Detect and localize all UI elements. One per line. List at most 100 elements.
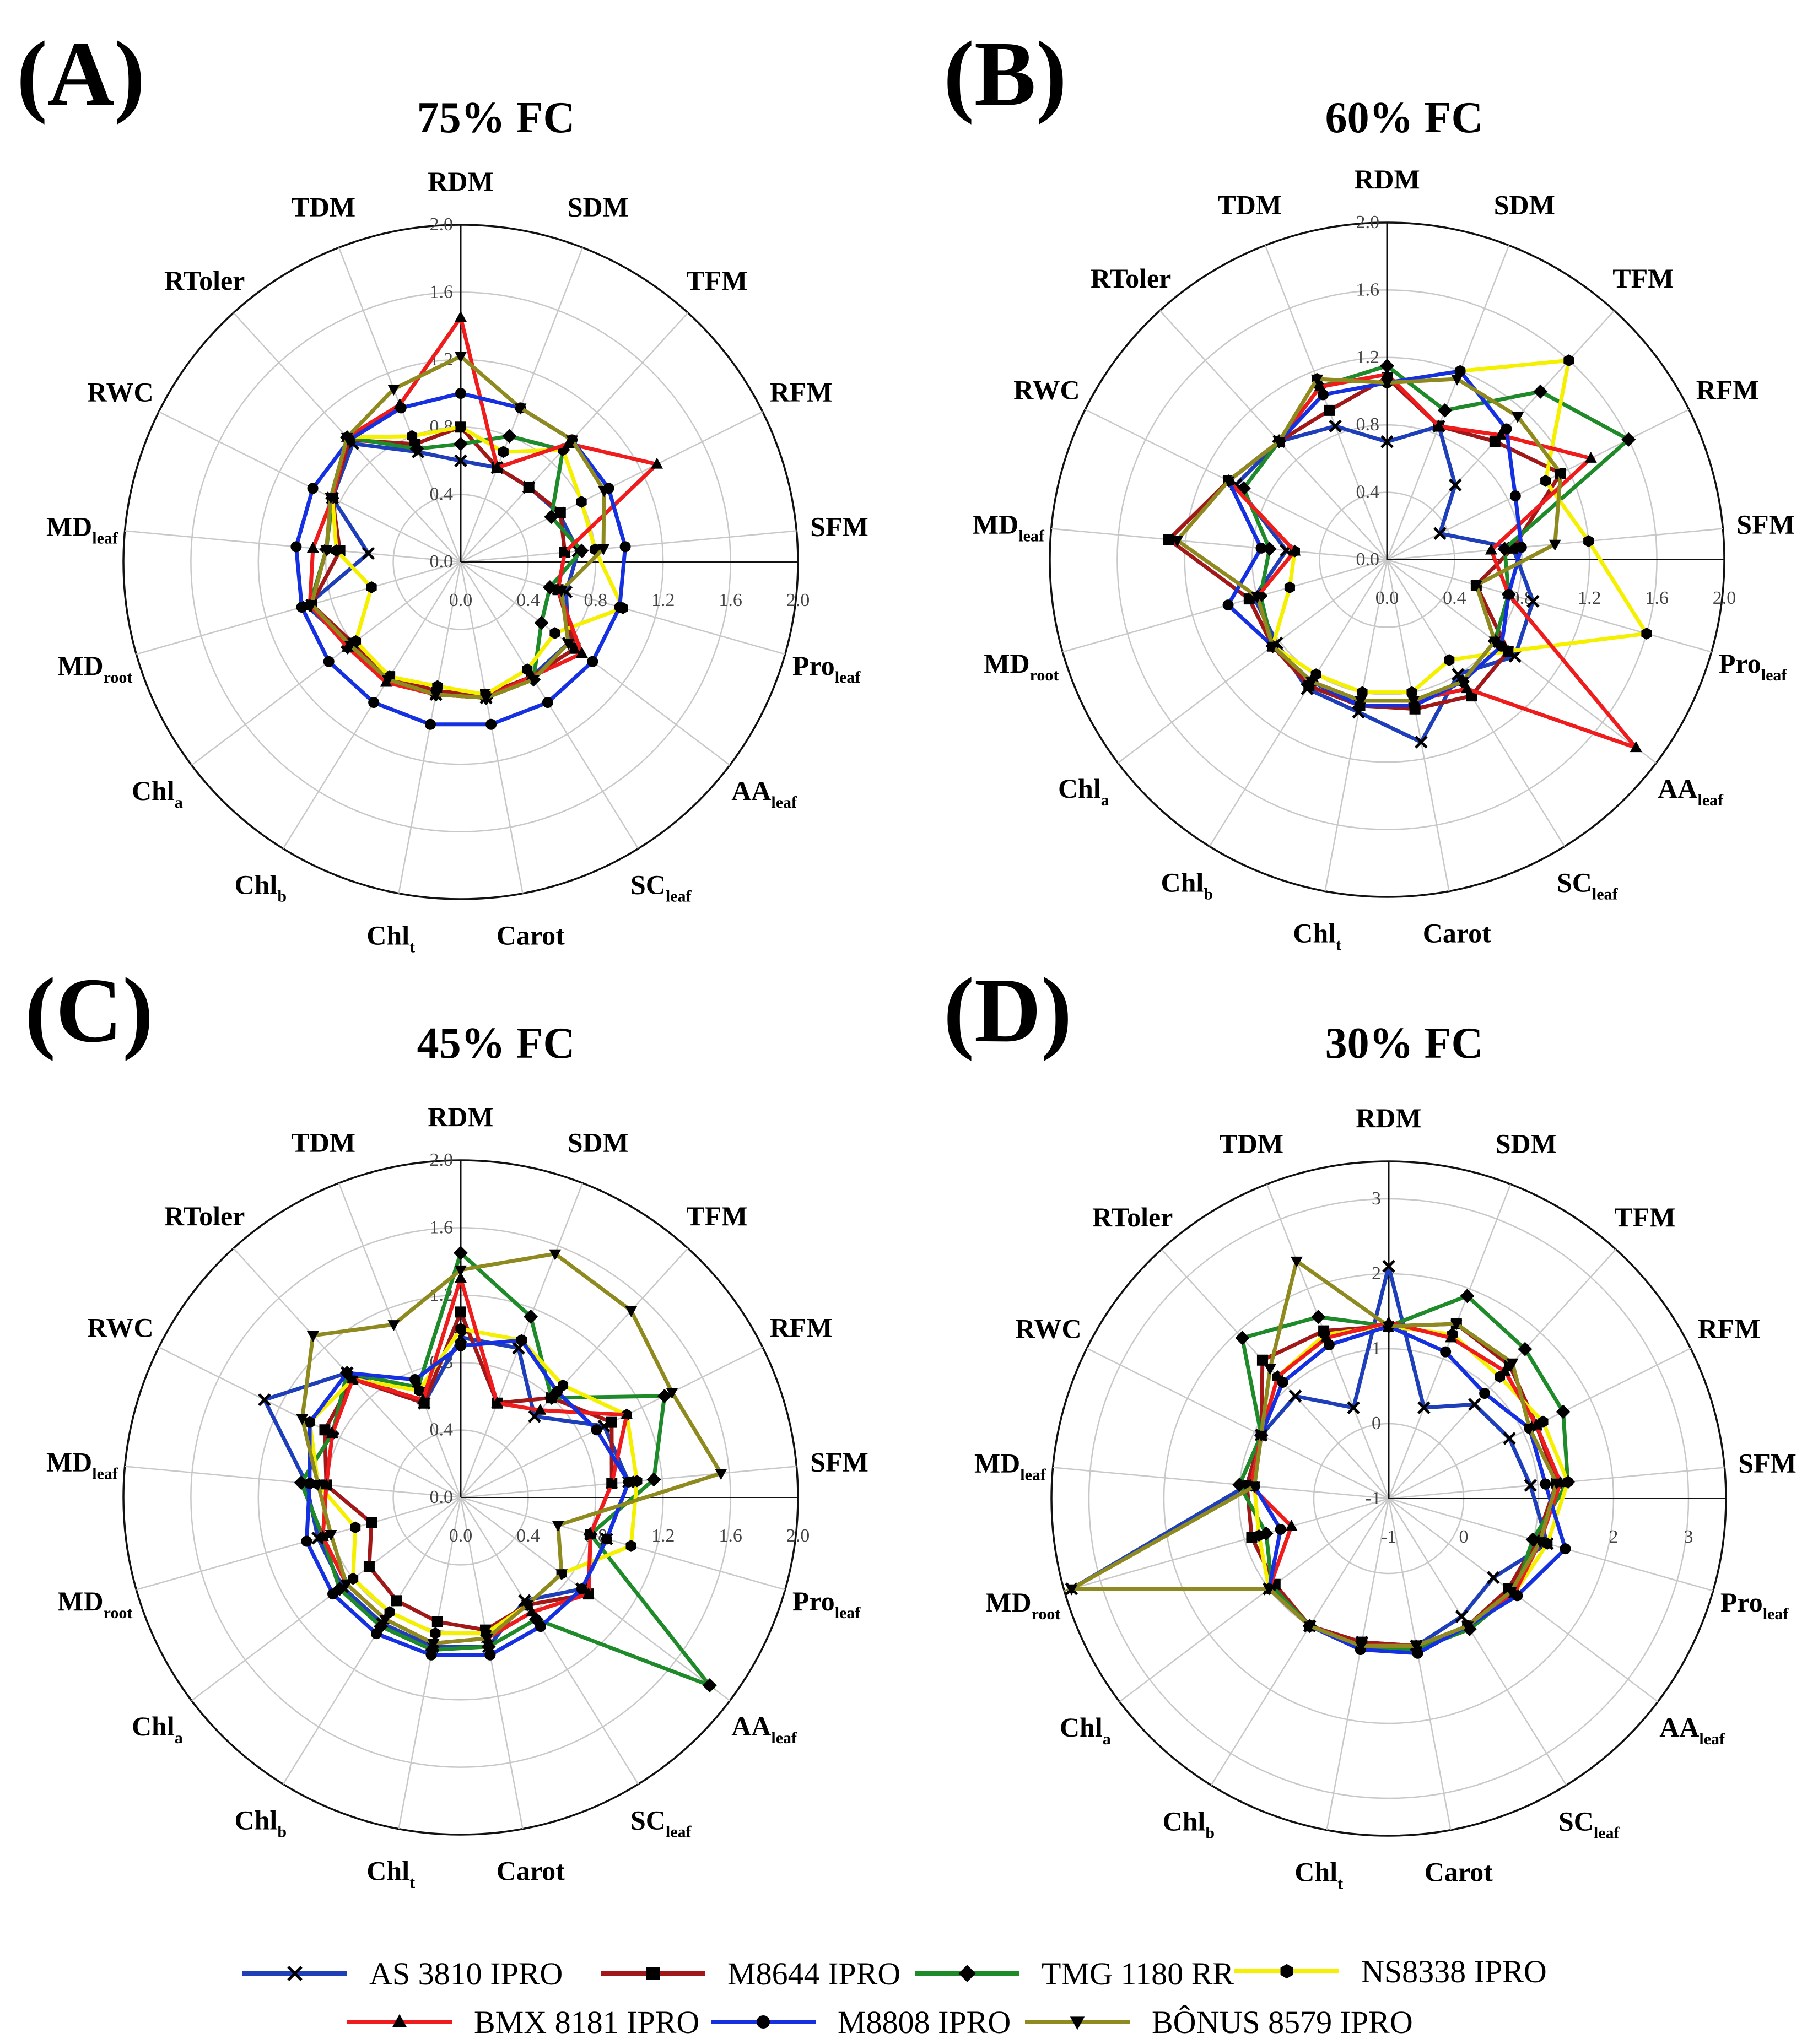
axis-label-main: SC — [630, 1805, 666, 1836]
data-point — [455, 1272, 467, 1283]
data-point — [702, 1678, 717, 1693]
data-point — [552, 1386, 563, 1397]
data-point — [555, 586, 568, 597]
data-point — [1288, 544, 1301, 556]
axis-label-main: MD — [985, 1587, 1031, 1618]
tick-label-horizontal: 0.4 — [1443, 588, 1466, 608]
legend-item: M8808 IPRO — [711, 2004, 1011, 2040]
data-point — [1468, 1398, 1481, 1411]
axis-label: SFM — [810, 1446, 868, 1477]
spoke — [125, 1466, 461, 1499]
spoke — [460, 1247, 689, 1498]
axis-label-main: RFM — [1696, 374, 1759, 405]
axis-label-sub: leaf — [1020, 1466, 1046, 1484]
axis-label-main: Chl — [235, 869, 278, 900]
axis-label: Proleaf — [792, 650, 861, 686]
data-point — [350, 1521, 361, 1534]
axis-label-sub: leaf — [1594, 1824, 1620, 1842]
data-point — [331, 544, 342, 557]
data-point — [514, 403, 527, 415]
axis-label-sub: leaf — [1018, 527, 1045, 545]
data-point — [1256, 1354, 1268, 1366]
radar-panel-2: (B) 60% FCRDMSDMTFMRFMSFMProleafAAleafSCl… — [943, 23, 1795, 954]
data-point — [1501, 423, 1512, 435]
legend-marker — [646, 1967, 660, 1980]
axis-label-sub: leaf — [92, 1464, 118, 1483]
tick-label-horizontal: 2.0 — [786, 590, 810, 610]
data-point — [1347, 1401, 1360, 1414]
data-point-b — [1288, 1389, 1302, 1403]
axis-label-main: Chl — [1294, 1856, 1337, 1887]
axis-label-main: Chl — [1058, 773, 1101, 804]
data-point-b — [1455, 1610, 1469, 1623]
axis-label-main: TFM — [1614, 1202, 1675, 1232]
axis-label: MDleaf — [46, 1446, 118, 1483]
data-point — [258, 1393, 271, 1407]
axis-label-sub: b — [1205, 1824, 1215, 1842]
axis-label: SFM — [810, 511, 868, 542]
panel-letter: (A) — [17, 23, 145, 125]
legend-item: TMG 1180 RR — [915, 1956, 1234, 1992]
data-point — [575, 646, 588, 658]
data-point — [316, 1530, 329, 1542]
data-point — [576, 1583, 587, 1594]
data-point — [1460, 1289, 1475, 1304]
axis-label-sub: root — [1032, 1605, 1061, 1623]
data-point — [1456, 677, 1469, 689]
data-point — [524, 1309, 538, 1324]
data-point — [1444, 1331, 1457, 1343]
axis-label: RFM — [1698, 1313, 1761, 1344]
data-point — [1381, 378, 1393, 390]
tick-label-vertical: 1.6 — [430, 282, 454, 302]
tick-label-horizontal: 0.4 — [516, 1526, 540, 1546]
data-point-b — [1452, 668, 1465, 681]
axis-label-main: MD — [974, 1447, 1020, 1478]
axis-label-main: AA — [1659, 1712, 1699, 1743]
data-point-b — [1347, 1401, 1360, 1414]
data-point-b — [1526, 594, 1540, 608]
axis-label-main: RFM — [770, 1312, 833, 1343]
series-line — [322, 1306, 614, 1632]
series-line — [294, 391, 628, 727]
axis-label-main: SFM — [1738, 1447, 1797, 1478]
data-point — [366, 581, 377, 594]
data-point — [523, 482, 535, 493]
axis-label-sub: a — [175, 793, 183, 812]
axis-label-main: TDM — [291, 192, 355, 223]
axis-label: SCleaf — [1557, 867, 1619, 904]
tick-label-horizontal: 2.0 — [1713, 588, 1736, 608]
axis-label: SCleaf — [630, 1805, 692, 1841]
series-line — [1174, 377, 1563, 703]
data-point — [391, 1595, 403, 1607]
spoke — [1209, 559, 1388, 847]
data-point-b — [1468, 1398, 1481, 1411]
legend-label: TMG 1180 RR — [1042, 1956, 1234, 1992]
spoke — [1388, 1498, 1659, 1702]
axis-label: RWC — [87, 376, 153, 407]
data-point — [1534, 1537, 1546, 1549]
axis-label: SDM — [1494, 190, 1555, 220]
data-point — [1235, 1331, 1250, 1345]
tick-label-horizontal: 2.0 — [786, 1526, 810, 1546]
axis-label: Carot — [1425, 1856, 1493, 1887]
data-point — [598, 486, 611, 498]
spoke — [1210, 1498, 1390, 1786]
data-point — [1355, 1641, 1368, 1653]
axis-label: SFM — [1736, 509, 1795, 539]
data-point — [366, 1517, 377, 1529]
legend-label: BMX 8181 IPRO — [474, 2004, 699, 2040]
data-point — [1383, 1322, 1395, 1333]
data-point — [455, 1340, 466, 1351]
spoke — [1086, 1348, 1389, 1500]
tick-label-vertical: 0 — [1372, 1413, 1381, 1434]
data-point — [485, 718, 497, 730]
panel-letter: (D) — [943, 959, 1072, 1062]
axis-label-sub: a — [1101, 791, 1109, 809]
axis-label-main: RToler — [1092, 1202, 1173, 1232]
data-point — [395, 402, 407, 414]
data-point-b — [258, 1393, 271, 1407]
tick-label-horizontal: 1.2 — [1578, 588, 1601, 608]
data-point — [455, 1306, 466, 1318]
axis-label-main: RFM — [1698, 1313, 1761, 1344]
legend-label: NS8338 IPRO — [1361, 1954, 1547, 1989]
